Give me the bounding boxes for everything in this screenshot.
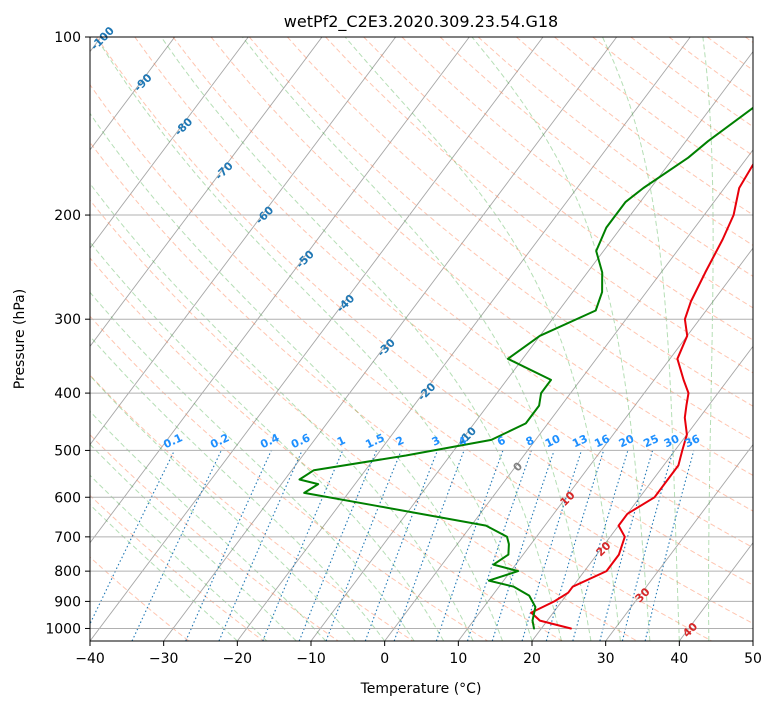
isotherm-line bbox=[605, 443, 753, 641]
isotherm-line bbox=[90, 37, 323, 348]
mixing-ratio-line bbox=[298, 450, 378, 641]
mixing-ratio-line bbox=[218, 450, 303, 641]
y-tick-label: 600 bbox=[54, 490, 81, 506]
moist-adiabat-line bbox=[602, 37, 680, 641]
x-tick-label: 30 bbox=[597, 651, 615, 667]
isotherm-line bbox=[163, 37, 618, 641]
moist-adiabat-line bbox=[471, 37, 651, 641]
x-tick-label: 0 bbox=[380, 651, 389, 667]
mixing-ratio-line bbox=[545, 450, 605, 641]
y-tick-label: 800 bbox=[54, 564, 81, 580]
x-tick-label: 50 bbox=[744, 651, 762, 667]
x-tick-label: 40 bbox=[670, 651, 688, 667]
isotherm-line bbox=[310, 50, 753, 641]
y-tick-label: 300 bbox=[54, 312, 81, 328]
moist-adiabat-line bbox=[90, 112, 503, 641]
mixing-ratio-line bbox=[393, 450, 465, 641]
mixing-ratio-label: 16 bbox=[592, 432, 612, 450]
mixing-ratio-line bbox=[325, 450, 402, 641]
y-tick-label: 100 bbox=[54, 30, 81, 46]
mixing-ratio-line bbox=[466, 450, 533, 641]
moist-adiabat-line bbox=[344, 37, 621, 641]
moist-adiabat-line bbox=[90, 374, 356, 641]
moist-adiabat-line bbox=[90, 410, 327, 641]
mixing-ratio-line bbox=[435, 450, 504, 641]
mixing-ratio-label: 20 bbox=[617, 432, 637, 450]
moist-adiabat-line bbox=[90, 443, 297, 641]
moist-adiabat-line bbox=[90, 474, 268, 641]
moist-adiabat-line bbox=[90, 241, 445, 641]
chart-title: wetPf2_C2E3.2020.309.23.54.G18 bbox=[284, 12, 558, 32]
x-tick-label: −30 bbox=[149, 651, 179, 667]
y-tick-label: 400 bbox=[54, 386, 81, 402]
plot-frame bbox=[89, 36, 754, 642]
dry-adiabat-line bbox=[172, 37, 753, 512]
profile-series bbox=[298, 106, 753, 630]
mixing-ratio-label: 36 bbox=[683, 432, 703, 450]
y-axis-label: Pressure (hPa) bbox=[12, 289, 28, 389]
isotherm-line bbox=[90, 37, 544, 641]
moist-adiabat-line bbox=[90, 182, 474, 641]
moist-adiabat-line bbox=[160, 37, 562, 641]
isotherm-line bbox=[384, 149, 753, 641]
isotherm-line bbox=[90, 37, 176, 151]
y-tick-label: 1000 bbox=[45, 621, 81, 637]
dry-adiabat-line bbox=[401, 37, 753, 309]
isotherm-line bbox=[90, 37, 470, 544]
mixing-ratio-line bbox=[621, 450, 674, 641]
x-tick-label: 20 bbox=[523, 651, 541, 667]
x-axis-label: Temperature (°C) bbox=[360, 681, 482, 697]
dry-adiabat-line bbox=[96, 37, 753, 586]
x-tick-label: 10 bbox=[449, 651, 467, 667]
x-tick-label: −40 bbox=[75, 651, 105, 667]
moist-adiabat-line bbox=[90, 335, 386, 641]
isotherm-line bbox=[531, 345, 753, 641]
y-tick-label: 200 bbox=[54, 208, 81, 224]
mixing-ratio-line bbox=[572, 450, 629, 641]
isotherm-line bbox=[90, 37, 397, 446]
mixing-ratio-line bbox=[185, 450, 272, 641]
mixing-ratio-line bbox=[491, 450, 555, 641]
mixing-ratio-line bbox=[262, 450, 344, 641]
y-tick-label: 900 bbox=[54, 594, 81, 610]
x-tick-label: −20 bbox=[223, 651, 253, 667]
x-tick-label: −10 bbox=[296, 651, 326, 667]
pressure-gridlines bbox=[90, 37, 753, 629]
dry-adiabat-line bbox=[363, 37, 753, 341]
mixing-ratio-label: 25 bbox=[641, 432, 660, 450]
dry-adiabat-line bbox=[90, 141, 712, 641]
mixing-ratio-line bbox=[364, 450, 439, 641]
dry-adiabat-line bbox=[90, 83, 753, 625]
dry-adiabat-line bbox=[90, 556, 190, 641]
moist-adiabat-line bbox=[242, 37, 592, 641]
mixing-ratio-label: 13 bbox=[570, 432, 589, 450]
mixing-ratio-line bbox=[599, 450, 654, 641]
dewpoint-profile-line bbox=[298, 106, 753, 630]
moist-adiabat-line bbox=[702, 37, 714, 641]
x-axis: −40 −30 −20 −10 0 10 20 30 40 50 bbox=[75, 641, 762, 667]
y-tick-label: 500 bbox=[54, 443, 81, 459]
mixing-ratio-label: 30 bbox=[662, 432, 682, 450]
dry-adiabat-line bbox=[90, 257, 563, 641]
temperature-profile-line bbox=[530, 162, 753, 630]
dry-adiabat-line bbox=[134, 37, 753, 549]
moist-adiabat-line bbox=[90, 291, 415, 641]
mixing-ratio-line bbox=[644, 450, 695, 641]
mixing-ratio-line bbox=[521, 450, 583, 641]
mixing-ratio-label: 10 bbox=[543, 432, 563, 450]
dry-adiabat-line bbox=[90, 199, 638, 641]
isotherm-line bbox=[90, 37, 249, 249]
y-tick-label: 700 bbox=[54, 530, 81, 546]
moist-adiabat-line bbox=[95, 37, 533, 641]
isotherm-line bbox=[236, 37, 691, 641]
y-axis: 100 200 300 400 500 600 700 800 900 1000 bbox=[45, 30, 90, 637]
